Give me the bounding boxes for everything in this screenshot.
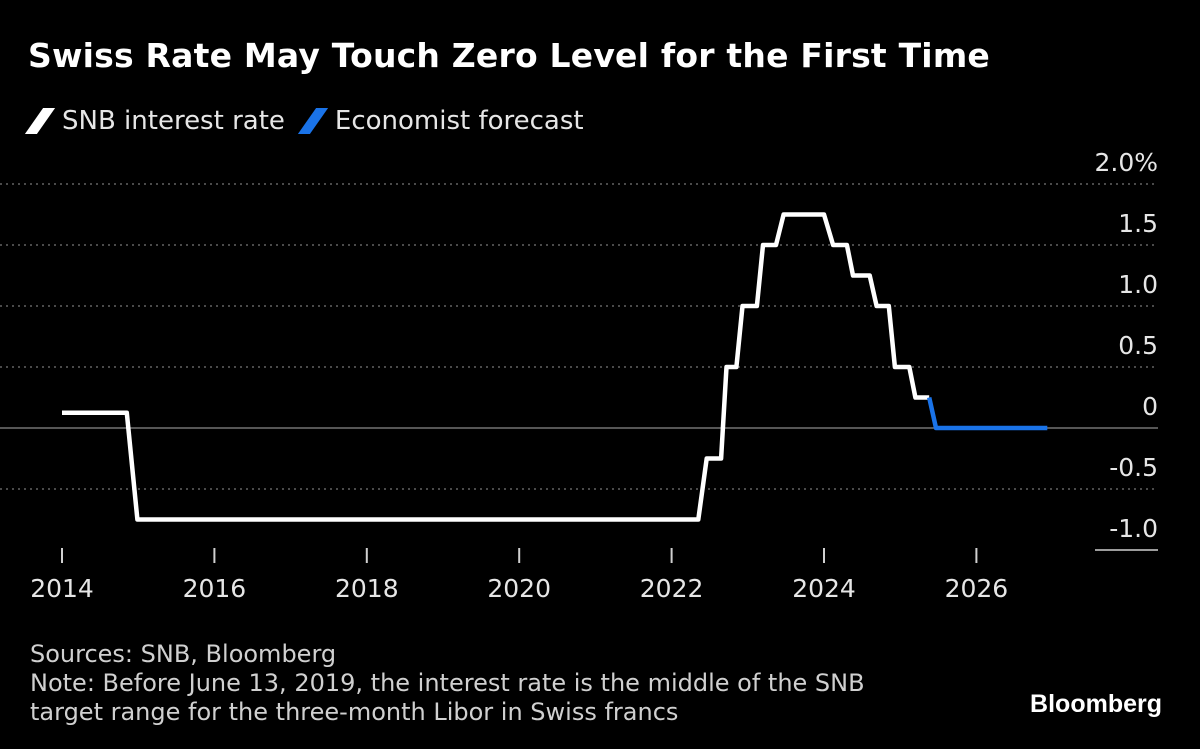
- line-chart: 2.0% 1.5 1.0 0.5 0 -0.5 -1.0 2014 2016 2018 2020 20…: [0, 148, 1158, 603]
- x-tick-label-6: 2026: [945, 574, 1009, 603]
- x-tick-label-4: 2022: [640, 574, 704, 603]
- y-tick-label-1: 1.5: [1118, 209, 1158, 238]
- legend: SNB interest rate Economist forecast: [24, 104, 592, 138]
- y-tick-label-6: -1.0: [1109, 514, 1158, 543]
- x-tick-label-0: 2014: [30, 574, 94, 603]
- series-line-snb-rate: [62, 212, 930, 522]
- x-tick-label-5: 2024: [792, 574, 856, 603]
- x-tick-label-3: 2020: [487, 574, 551, 603]
- chart-title: Swiss Rate May Touch Zero Level for the …: [28, 36, 990, 75]
- sources-text: Sources: SNB, Bloomberg: [30, 640, 337, 668]
- note-line-2: target range for the three-month Libor i…: [30, 698, 679, 726]
- bloomberg-logo: Bloomberg: [1030, 690, 1162, 718]
- footer: Sources: SNB, Bloomberg Note: Before Jun…: [30, 640, 865, 727]
- note-line-1: Note: Before June 13, 2019, the interest…: [30, 669, 865, 697]
- legend-label-forecast: Economist forecast: [334, 106, 584, 136]
- series-line-economist-forecast: [927, 397, 1048, 431]
- legend-label-snb: SNB interest rate: [62, 106, 285, 136]
- y-tick-label-3: 0.5: [1118, 331, 1158, 360]
- x-tick-label-1: 2016: [183, 574, 247, 603]
- y-tick-label-4: 0: [1142, 392, 1158, 421]
- legend-item-forecast: Economist forecast: [297, 106, 584, 136]
- legend-item-snb: SNB interest rate: [24, 106, 285, 136]
- y-tick-label-5: -0.5: [1109, 453, 1158, 482]
- x-tick-label-2: 2018: [335, 574, 399, 603]
- y-tick-label-0: 2.0%: [1094, 148, 1158, 177]
- y-tick-label-2: 1.0: [1118, 270, 1158, 299]
